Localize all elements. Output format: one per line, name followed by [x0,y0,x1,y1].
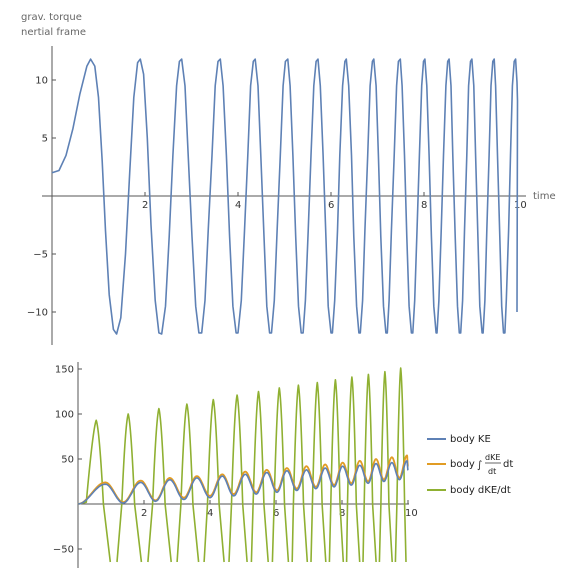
energy-x-tick-label: 8 [339,508,345,519]
torque-x-tick-label: 10 [514,200,527,211]
energy-y-tick-label: 50 [61,455,74,466]
energy-y-tick-label: −50 [53,545,74,556]
torque-xlabel: time [533,191,556,202]
torque-y-tick-label: −10 [27,308,48,319]
energy-x-tick-label: 6 [273,508,279,519]
torque-ylabel-line-2: nertial frame [21,27,86,38]
energy-x-tick-label: 10 [405,508,418,519]
series-body-dke-dt [77,367,407,563]
energy-x-tick-label: 4 [207,508,213,519]
integral-fraction-denominator: dt [488,467,496,476]
legend-label-body-dke-dt: body dKE/dt [450,485,511,496]
torque-series-line [51,58,519,335]
series-body-ke [77,460,409,505]
integral-dt-suffix: dt [503,459,513,470]
torque-ylabel-line-1: grav. torque [21,12,82,23]
legend-label-body-ke: body KE [450,434,491,445]
torque-y-ticks: −10 −5 5 10 [27,76,56,319]
torque-x-tick-label: 4 [235,200,241,211]
energy-chart: 2 4 6 8 10 −50 50 100 150 [53,362,418,568]
energy-x-ticks: 2 4 6 8 10 [141,500,418,519]
energy-y-tick-label: 100 [55,410,74,421]
legend-label-body-integral-prefix: body [450,459,475,470]
integral-symbol-icon: ∫ [477,460,482,471]
energy-y-ticks: −50 50 100 150 [53,365,82,556]
integral-fraction-numerator: dKE [485,453,500,462]
torque-y-tick-label: 5 [42,134,48,145]
torque-x-tick-label: 2 [142,200,148,211]
legend: body KE body ∫ dKE dt dt body dKE/dt [427,434,513,496]
torque-x-tick-label: 8 [421,200,427,211]
series-body-integral [77,454,409,505]
torque-y-tick-label: −5 [33,250,48,261]
energy-x-tick-label: 2 [141,508,147,519]
torque-x-tick-label: 6 [328,200,334,211]
torque-x-ticks: 2 4 6 8 10 [142,192,527,211]
torque-y-tick-label: 10 [35,76,48,87]
legend-item-body-ke: body KE [427,434,491,445]
torque-chart: grav. torque nertial frame time 2 4 6 8 10 −… [21,12,556,345]
legend-item-body-integral: body ∫ dKE dt dt [427,453,513,476]
legend-item-body-dke-dt: body dKE/dt [427,485,511,496]
energy-y-tick-label: 150 [55,365,74,376]
